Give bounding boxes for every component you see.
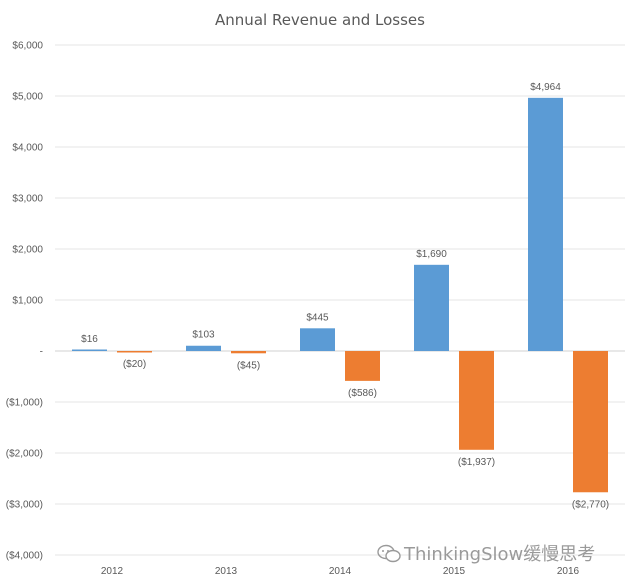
- watermark: ThinkingSlow缓慢思考: [377, 544, 595, 565]
- loss-bar-2015: [459, 351, 494, 450]
- chart-title: Annual Revenue and Losses: [215, 11, 425, 29]
- loss-bar-2012: [117, 351, 152, 353]
- revenue-bar-2012: [72, 349, 107, 351]
- bars: [72, 97, 608, 493]
- revenue-bar-2013: [186, 345, 221, 351]
- revenue-label-2014: $445: [306, 312, 329, 323]
- y-tick-label: $4,000: [12, 143, 43, 154]
- y-tick-label: ($3,000): [6, 500, 43, 511]
- y-tick-label: $2,000: [12, 245, 43, 256]
- revenue-label-2012: $16: [81, 334, 98, 345]
- y-axis-tick-labels: $6,000 $5,000 $4,000 $3,000 $2,000 $1,000 - ($1…: [6, 41, 44, 562]
- revenue-bar-2016: [528, 97, 563, 351]
- revenue-label-2015: $1,690: [416, 249, 447, 260]
- y-tick-label: $3,000: [12, 194, 43, 205]
- x-tick-label: 2013: [215, 566, 238, 577]
- y-tick-label: ($4,000): [6, 551, 43, 562]
- loss-label-2016: ($2,770): [572, 499, 609, 510]
- y-tick-label: ($1,000): [6, 398, 43, 409]
- data-labels: $16 ($20) $103 ($45) $445 ($586) $1,690 ($1,937…: [81, 82, 609, 510]
- loss-label-2012: ($20): [123, 359, 146, 370]
- x-tick-label: 2014: [329, 566, 352, 577]
- loss-bar-2013: [231, 351, 266, 354]
- x-tick-label: 2015: [443, 566, 466, 577]
- loss-bar-2016: [573, 351, 608, 493]
- loss-bar-2014: [345, 351, 380, 381]
- x-tick-label: 2012: [101, 566, 124, 577]
- revenue-bar-2014: [300, 328, 335, 351]
- watermark-text: ThinkingSlow缓慢思考: [403, 544, 595, 565]
- y-tick-label: -: [40, 347, 43, 358]
- revenue-label-2013: $103: [192, 330, 215, 341]
- y-tick-label: $6,000: [12, 41, 43, 52]
- loss-label-2013: ($45): [237, 360, 260, 371]
- loss-label-2015: ($1,937): [458, 457, 495, 468]
- y-tick-label: ($2,000): [6, 449, 43, 460]
- revenue-label-2016: $4,964: [530, 82, 561, 93]
- x-tick-label: 2016: [557, 566, 580, 577]
- x-axis-tick-labels: 2012 2013 2014 2015 2016: [101, 566, 580, 577]
- y-tick-label: $5,000: [12, 92, 43, 103]
- wechat-icon: [377, 544, 401, 563]
- y-tick-label: $1,000: [12, 296, 43, 307]
- loss-label-2014: ($586): [348, 388, 377, 399]
- revenue-bar-2015: [414, 264, 449, 351]
